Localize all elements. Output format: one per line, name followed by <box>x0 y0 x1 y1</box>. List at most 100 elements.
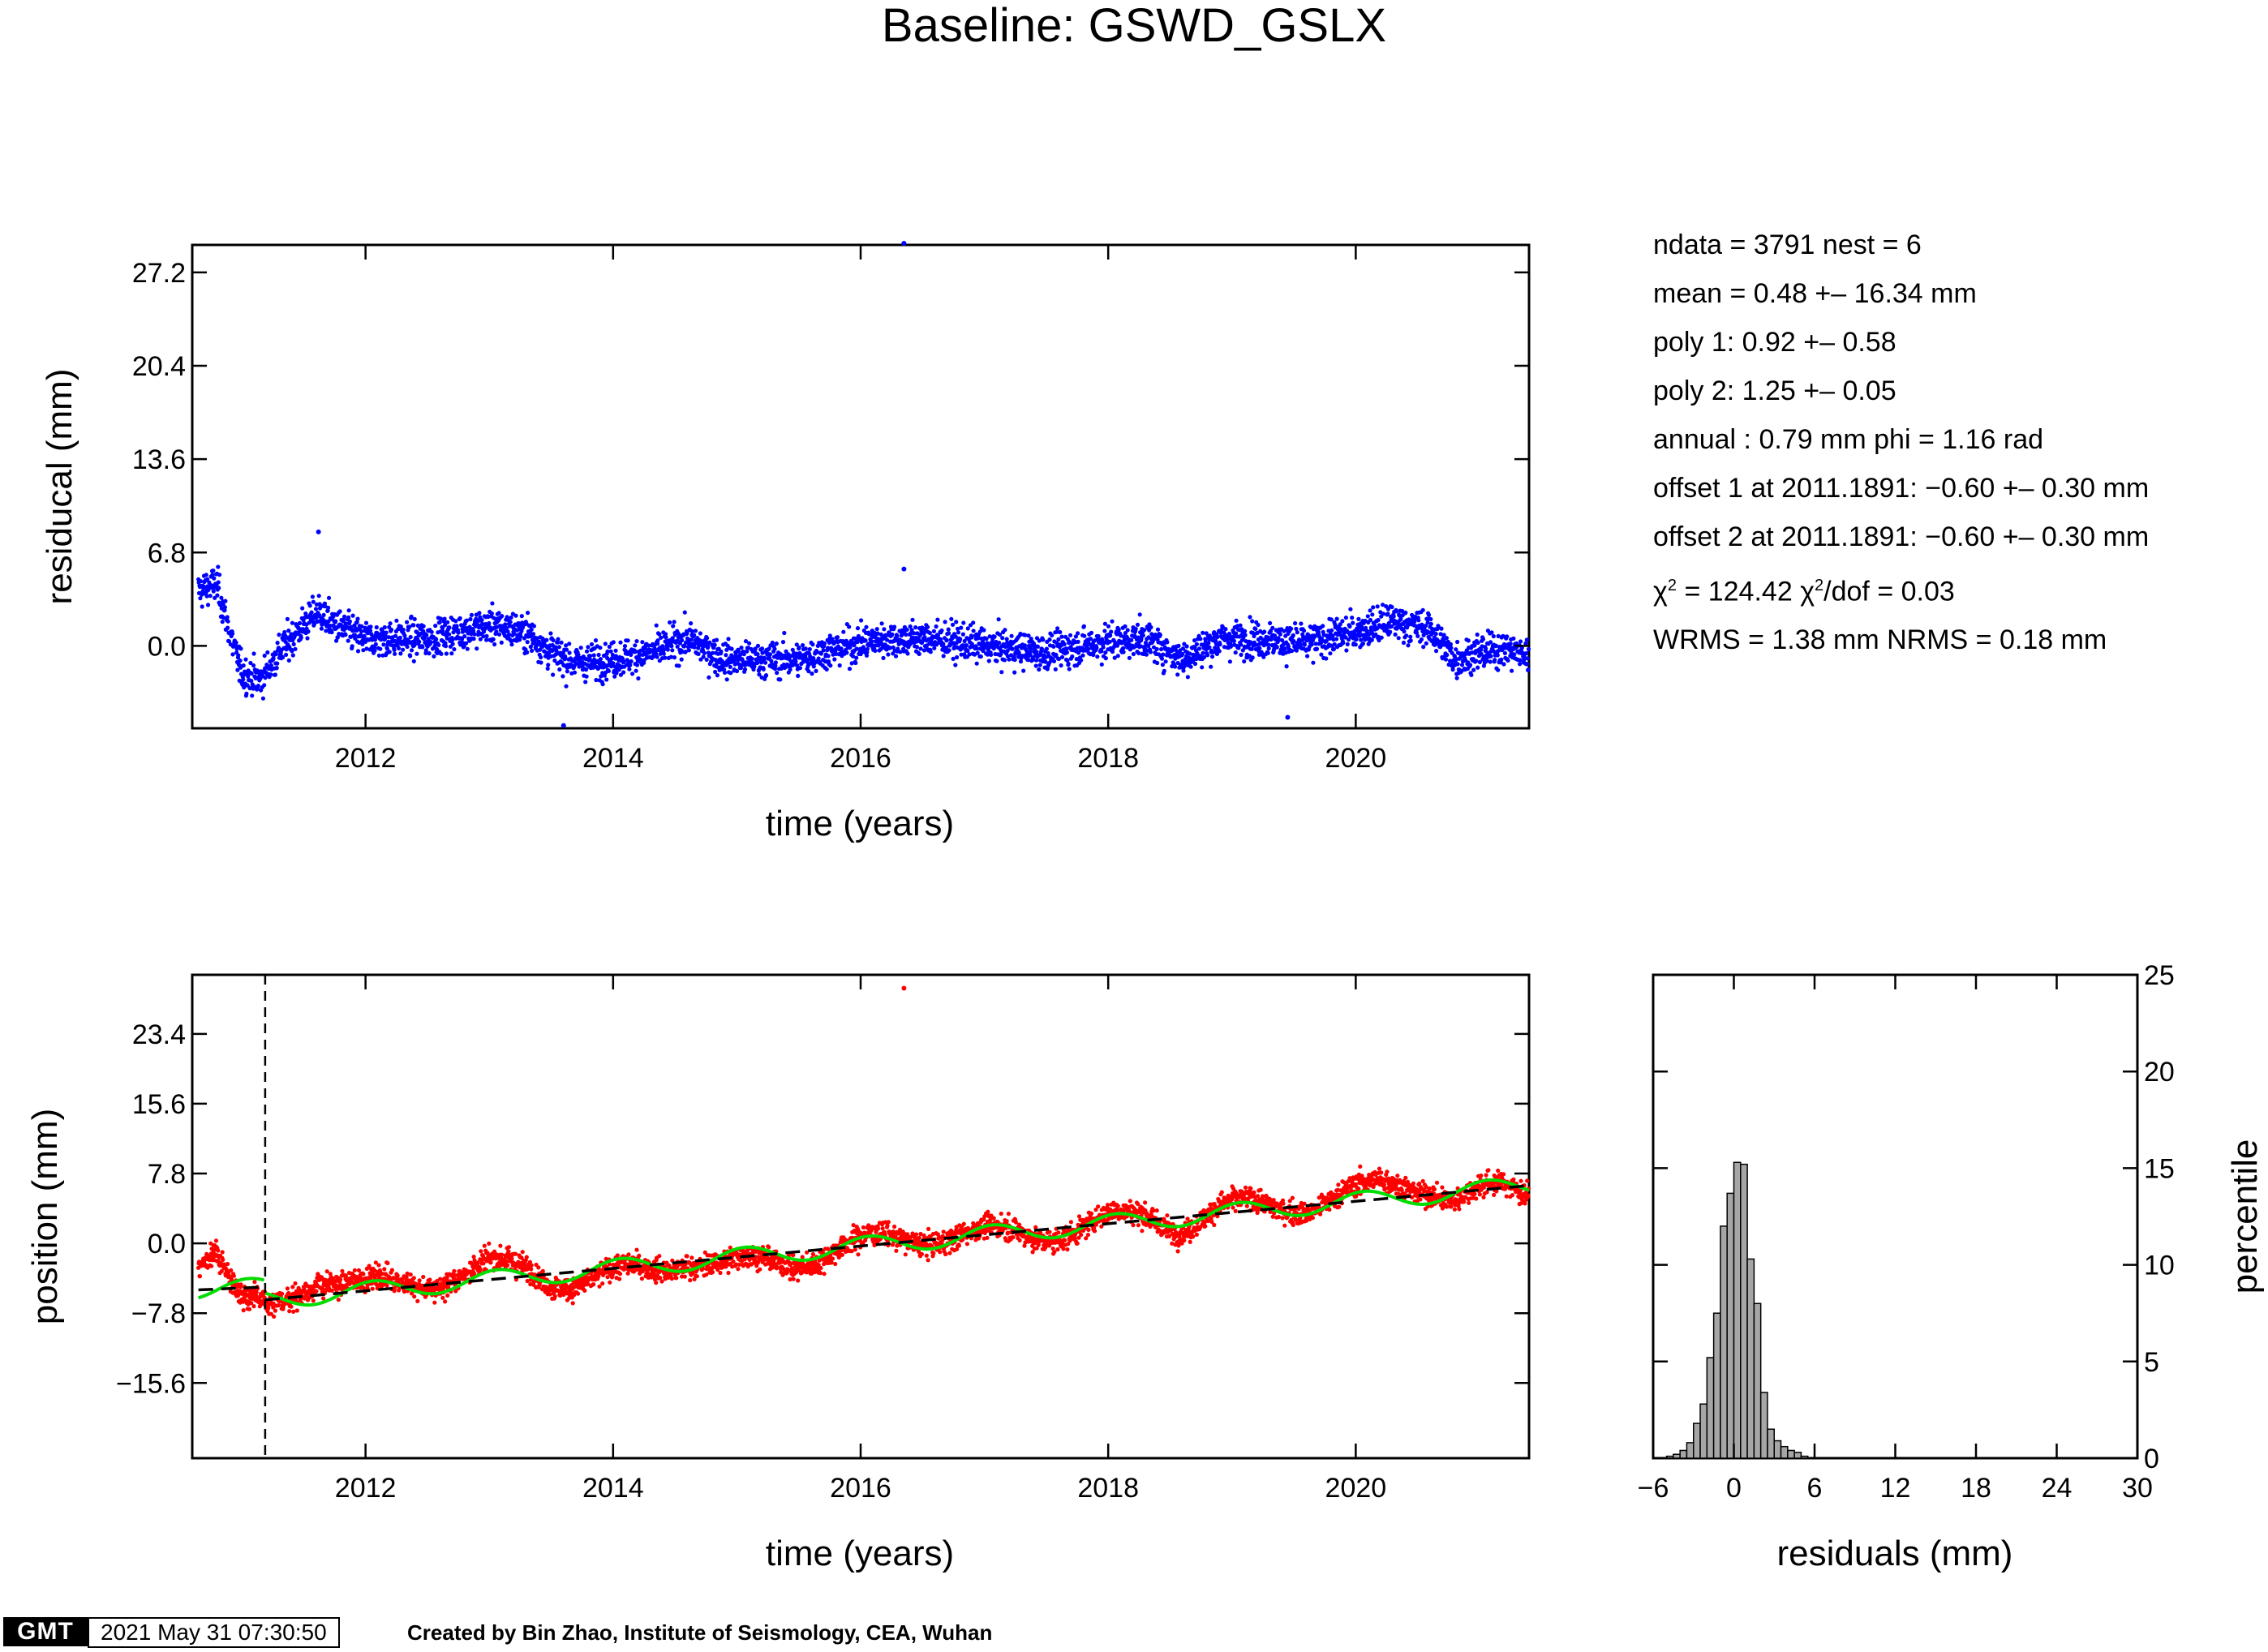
position-plot-frame <box>191 973 1531 1460</box>
residual-point <box>956 626 960 632</box>
residual-point <box>462 634 467 639</box>
position-point <box>481 1261 486 1266</box>
residual-point <box>696 651 701 657</box>
residual-point <box>1299 621 1304 626</box>
residual-point <box>769 659 774 663</box>
residual-point <box>411 623 416 628</box>
residual-point <box>1445 653 1450 658</box>
residual-point <box>1389 624 1394 629</box>
residual-point <box>628 663 633 667</box>
residual-point <box>362 633 367 638</box>
residual-point <box>1081 624 1086 629</box>
residual-outlier <box>901 241 907 246</box>
residual-point <box>442 616 447 621</box>
residual-point <box>478 637 483 641</box>
residual-point <box>208 594 213 599</box>
residual-point <box>797 645 801 650</box>
residual-point <box>415 651 419 656</box>
position-point <box>617 1272 623 1277</box>
residual-point <box>980 639 986 644</box>
position-point <box>615 1253 620 1258</box>
residual-point <box>1131 651 1136 657</box>
residual-point <box>1469 672 1474 677</box>
residual-point <box>856 633 861 638</box>
residual-point <box>447 632 452 637</box>
residual-point <box>611 661 616 666</box>
residual-point <box>600 682 605 687</box>
residual-point <box>1082 633 1087 638</box>
residual-point <box>564 647 569 652</box>
residual-point <box>1066 661 1071 667</box>
position-point <box>408 1272 413 1277</box>
residual-point <box>316 594 321 599</box>
residual-point <box>603 641 608 646</box>
residual-point <box>219 595 224 600</box>
residual-point <box>297 620 303 626</box>
residual-point <box>274 666 279 671</box>
residual-point <box>640 640 645 645</box>
residual-point <box>736 649 741 654</box>
residual-point <box>1251 630 1256 636</box>
residual-point <box>1475 632 1480 637</box>
residual-point <box>1368 617 1373 623</box>
position-point <box>356 1268 361 1272</box>
position-point <box>254 1294 259 1298</box>
residual-point <box>1242 659 1247 664</box>
residual-point <box>1518 639 1523 644</box>
residual-point <box>943 620 947 624</box>
residual-point <box>489 611 495 616</box>
residual-point <box>1343 635 1348 640</box>
residual-xaxis-label: time (years) <box>766 804 954 843</box>
residual-point <box>927 630 932 636</box>
residual-point <box>642 646 648 650</box>
residual-point <box>755 643 761 648</box>
residual-point <box>1229 643 1234 648</box>
residual-point <box>1094 646 1099 650</box>
residual-point <box>260 696 265 701</box>
position-point <box>286 1290 291 1296</box>
residual-point <box>280 655 286 660</box>
position-point <box>291 1309 296 1314</box>
residual-point <box>1233 650 1238 655</box>
residual-point <box>556 645 562 650</box>
residual-point <box>896 646 900 651</box>
residual-point <box>1511 636 1516 641</box>
residual-point <box>1021 668 1026 673</box>
residual-point <box>347 619 352 624</box>
residual-point <box>450 637 455 642</box>
residual-point <box>343 633 348 637</box>
residual-point <box>801 659 805 664</box>
position-point <box>229 1268 234 1272</box>
residual-point <box>1257 646 1262 650</box>
residual-point <box>1493 658 1497 663</box>
residual-point <box>354 620 359 624</box>
residual-point <box>616 667 621 672</box>
residual-point <box>1109 629 1114 634</box>
residual-point <box>793 659 798 664</box>
residual-point <box>268 672 273 677</box>
residual-point <box>591 653 596 658</box>
residual-point <box>273 652 278 657</box>
residual-point <box>729 646 734 651</box>
residual-point <box>1508 641 1513 646</box>
residual-point <box>634 663 640 667</box>
residual-point <box>1489 630 1494 635</box>
residual-point <box>1154 646 1159 652</box>
residual-point <box>559 640 564 645</box>
position-point <box>540 1268 545 1273</box>
residual-point <box>539 654 543 660</box>
residual-point <box>211 569 216 573</box>
position-point <box>411 1276 416 1281</box>
residual-point <box>1332 641 1337 647</box>
residual-point <box>230 652 235 657</box>
residual-point <box>1403 610 1408 616</box>
residual-point <box>1089 637 1093 641</box>
residual-point <box>1149 624 1153 630</box>
position-point <box>321 1296 326 1301</box>
position-point <box>254 1289 259 1294</box>
position-point <box>249 1301 254 1306</box>
position-point <box>529 1263 534 1268</box>
position-point <box>287 1309 292 1314</box>
position-point <box>682 1274 687 1279</box>
position-point <box>685 1254 689 1259</box>
